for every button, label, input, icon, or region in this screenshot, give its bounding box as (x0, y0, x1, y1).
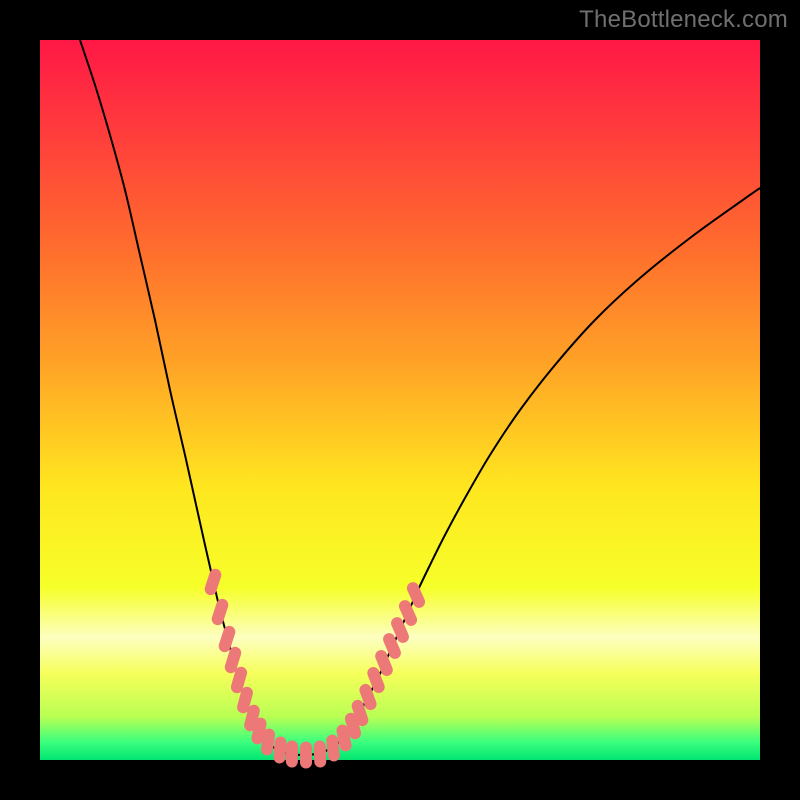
watermark-text: TheBottleneck.com (579, 6, 788, 34)
plot-gradient-background (40, 40, 760, 760)
chart-stage: TheBottleneck.com (0, 0, 800, 800)
